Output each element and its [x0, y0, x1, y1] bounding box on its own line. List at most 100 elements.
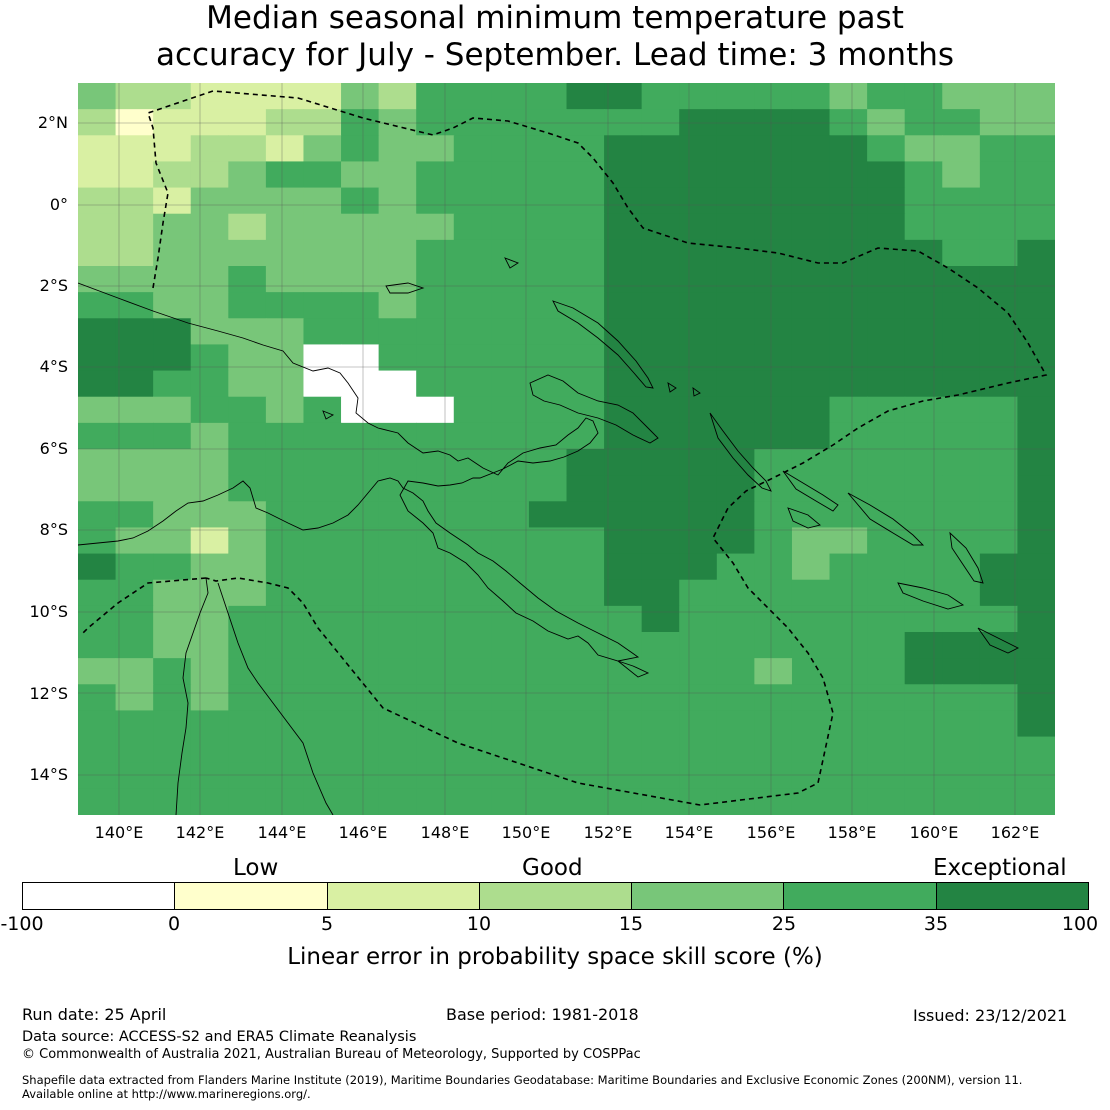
skill-cell [528, 161, 568, 189]
skill-cell [453, 632, 492, 659]
skill-cell [491, 161, 530, 189]
skill-cell [341, 292, 380, 319]
skill-cell [453, 213, 492, 241]
skill-cell [78, 736, 117, 764]
skill-cell [528, 318, 568, 346]
skill-cell [942, 83, 981, 110]
skill-cell [378, 684, 417, 712]
lon-label-160e: 160°E [909, 823, 959, 842]
skill-cell [190, 658, 229, 685]
skill-cell [190, 266, 229, 293]
lon-label-152e: 152°E [583, 823, 633, 842]
skill-cell [754, 527, 793, 555]
skill-cell [341, 161, 380, 189]
category-low: Low [233, 855, 279, 881]
lat-label-8s: 8°S [39, 520, 68, 539]
skill-cell [453, 762, 492, 790]
skill-cell [190, 605, 229, 633]
skill-cell [153, 475, 192, 502]
skill-cell [153, 266, 192, 293]
skill-cell [378, 344, 417, 372]
skill-cell [754, 710, 793, 738]
skill-cell [829, 109, 868, 136]
skill-cell [491, 83, 530, 110]
skill-cell [491, 370, 530, 398]
skill-cell [942, 213, 981, 241]
skill-cell [791, 762, 831, 790]
skill-cell [491, 422, 530, 450]
skill-cell [528, 475, 568, 502]
skill-cell [979, 579, 1019, 607]
skill-cell [791, 475, 831, 502]
skill-cell [979, 710, 1019, 738]
skill-cell [979, 788, 1019, 815]
skill-cell [341, 684, 380, 712]
skill-cell [378, 658, 417, 685]
skill-cell [641, 83, 680, 110]
skill-cell [566, 788, 605, 815]
skill-cell [867, 187, 906, 215]
skill-cell [303, 370, 342, 398]
skill-cell [566, 762, 605, 790]
skill-cell [115, 553, 154, 581]
skill-cell [528, 762, 568, 790]
skill-cell [228, 710, 267, 738]
skill-cell [566, 710, 605, 738]
skill-cell [78, 161, 117, 189]
skill-cell [265, 239, 305, 267]
skill-cell [115, 658, 154, 685]
skill-cell [341, 213, 380, 241]
skill-cell [566, 187, 605, 215]
skill-cell [829, 553, 868, 581]
skill-cell [491, 632, 530, 659]
skill-cell [115, 213, 154, 241]
skill-cell [754, 475, 793, 502]
skill-cell [416, 710, 455, 738]
skill-cell [641, 292, 680, 319]
skill-cell [679, 475, 718, 502]
skill-cell [641, 422, 680, 450]
skill-cell [754, 553, 793, 581]
skill-cell [528, 344, 568, 372]
lat-label-2s: 2°S [39, 276, 68, 295]
skill-cell [528, 83, 568, 110]
skill-cell [641, 449, 680, 476]
skill-cell [867, 370, 906, 398]
skill-cell [716, 422, 755, 450]
skill-cell [228, 449, 267, 476]
skill-cell [1017, 135, 1055, 163]
skill-cell [641, 135, 680, 163]
skill-cell [341, 527, 380, 555]
skill-cell [228, 501, 267, 529]
skill-cell [78, 632, 117, 659]
skill-cell [566, 736, 605, 764]
skill-cell [491, 684, 530, 712]
skill-cell [716, 736, 755, 764]
skill-cell [716, 658, 755, 685]
skill-cell [1017, 553, 1055, 581]
skill-cell [716, 501, 755, 529]
skill-cell [904, 449, 943, 476]
skill-cell [979, 83, 1019, 110]
skill-cell [641, 318, 680, 346]
skill-cell [716, 318, 755, 346]
skill-cell [378, 213, 417, 241]
skill-cell [78, 710, 117, 738]
skill-cell [416, 449, 455, 476]
skill-cell [190, 370, 229, 398]
skill-cell [867, 396, 906, 424]
skill-cell [867, 788, 906, 815]
skill-cell [679, 579, 718, 607]
skill-cell [942, 501, 981, 529]
skill-cell [942, 762, 981, 790]
skill-cell [904, 658, 943, 685]
skill-cell [679, 239, 718, 267]
skill-cell [791, 83, 831, 110]
skill-cell [416, 370, 455, 398]
skill-cell [791, 239, 831, 267]
skill-cell [228, 109, 267, 136]
skill-cell [716, 632, 755, 659]
skill-cell [829, 213, 868, 241]
skill-cell [190, 762, 229, 790]
skill-cell [341, 579, 380, 607]
